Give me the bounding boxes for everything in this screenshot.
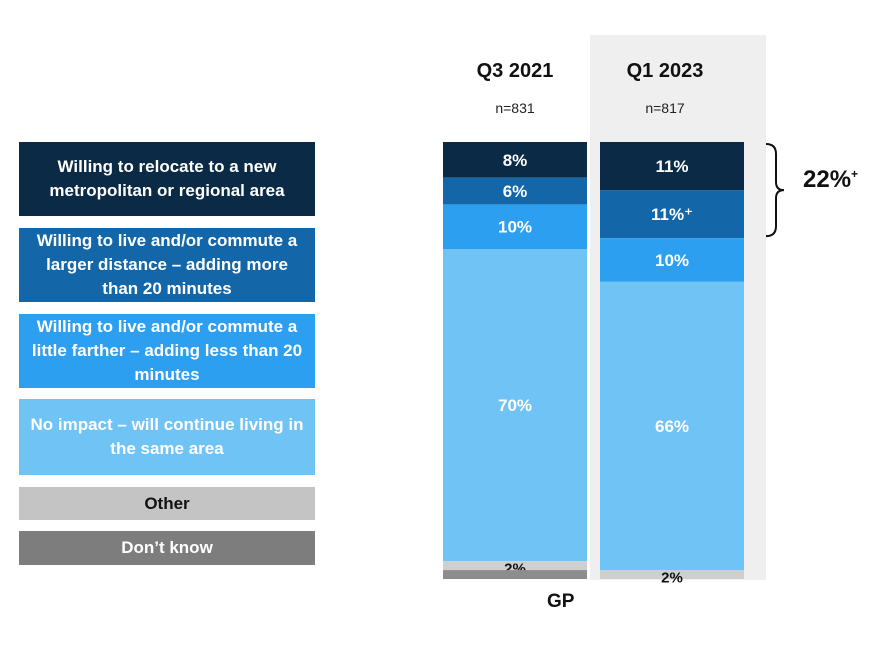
bracket-line: [765, 143, 785, 238]
data-label-larger-distance-col1: 6%: [503, 182, 528, 201]
data-label-larger-distance-col2: 11%⁺: [651, 205, 693, 224]
bar-segment-little-farther-col1: [443, 204, 587, 250]
bracket-total-sup: +: [851, 167, 859, 181]
bracket-total-value: 22%: [803, 166, 852, 193]
column-n-q1-2023: n=817: [645, 100, 685, 116]
bar-segment-other-col2: [600, 570, 744, 579]
bar-segment-no-impact-col1: [443, 249, 587, 562]
legend-item-larger-distance: Willing to live and/or commute a larger …: [19, 228, 315, 302]
legend-item-dont-know: Don’t know: [19, 531, 315, 565]
bar-segment-larger-distance-col1: [443, 177, 587, 205]
bar-segment-no-impact-col2: [600, 281, 744, 571]
legend-item-other: Other: [19, 487, 315, 520]
bar-segment-other-col1: [443, 561, 587, 571]
column-n-q3-2021: n=831: [495, 100, 535, 116]
data-label-no-impact-col2: 66%: [655, 417, 689, 436]
bar-segment-relocate-col2: [600, 142, 744, 191]
data-label-relocate-col2: 11%: [655, 157, 688, 176]
bar-segment-little-farther-col2: [600, 238, 744, 282]
bar-segment-relocate-col1: [443, 142, 587, 178]
group-label: GP: [547, 591, 575, 612]
data-label-little-farther-col1: 10%: [498, 218, 532, 237]
legend-item-no-impact: No impact – will continue living in the …: [19, 399, 315, 475]
legend-item-little-farther: Willing to live and/or commute a little …: [19, 314, 315, 388]
legend-item-relocate: Willing to relocate to a new metropolita…: [19, 142, 315, 216]
data-label-relocate-col1: 8%: [503, 151, 528, 170]
data-label-no-impact-col1: 70%: [498, 396, 532, 415]
bar-segment-dont-know-col1: [443, 570, 587, 579]
column-header-q1-2023: Q1 2023: [626, 60, 704, 82]
bar-segment-larger-distance-col2: [600, 190, 744, 239]
data-label-other-col2: 2%: [661, 570, 683, 587]
bracket-total-label: 22%+: [803, 166, 858, 194]
data-label-little-farther-col2: 10%: [655, 251, 689, 270]
column-header-q3-2021: Q3 2021: [476, 60, 554, 82]
